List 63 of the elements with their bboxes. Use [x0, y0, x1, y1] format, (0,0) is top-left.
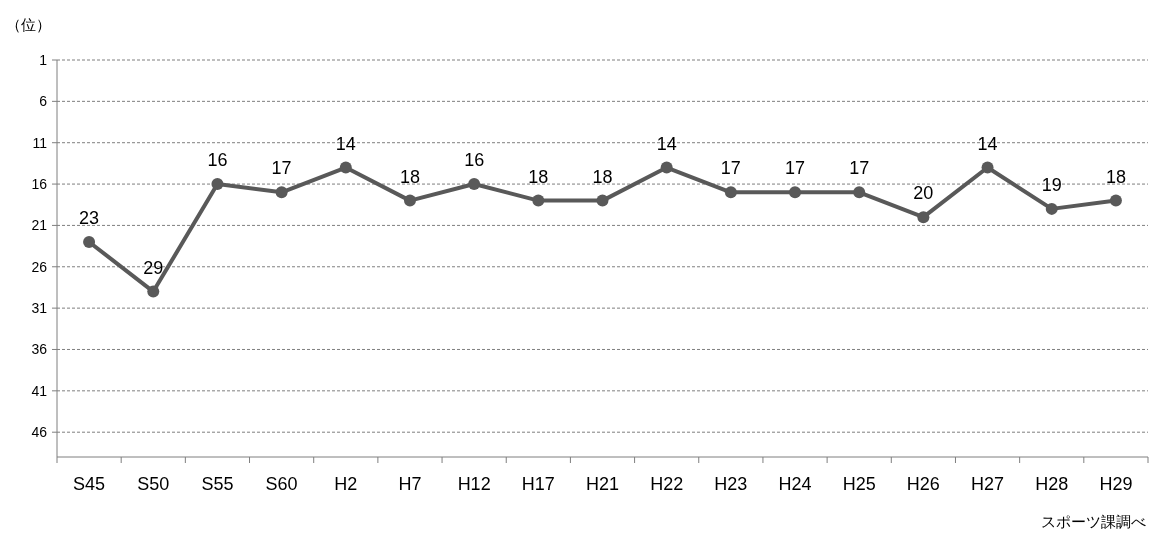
- point: [211, 178, 224, 191]
- point: [981, 161, 994, 174]
- point: [917, 211, 930, 224]
- point: [1045, 202, 1058, 215]
- data-label: 17: [271, 158, 292, 179]
- point: [1109, 194, 1122, 207]
- data-label: 18: [399, 166, 420, 187]
- x-tick-label: H22: [650, 474, 684, 494]
- data-label: 17: [720, 158, 741, 179]
- point: [660, 161, 673, 174]
- data-label: 20: [913, 183, 934, 204]
- x-tick-label: H28: [1035, 474, 1069, 494]
- y-tick-label: 16: [31, 176, 48, 193]
- x-tick-label: H7: [398, 474, 422, 494]
- data-label: 14: [335, 133, 356, 154]
- data-label: 17: [785, 158, 806, 179]
- data-label: 16: [464, 150, 485, 171]
- point: [532, 194, 545, 207]
- x-tick-label: H23: [714, 474, 748, 494]
- y-tick-label: 46: [31, 424, 48, 441]
- y-axis-title: （位）: [6, 16, 51, 33]
- point: [339, 161, 352, 174]
- point: [789, 186, 802, 199]
- point: [596, 194, 609, 207]
- x-tick-label: H17: [521, 474, 555, 494]
- data-label: 29: [143, 257, 164, 278]
- data-label: 17: [849, 158, 870, 179]
- x-tick-label: H25: [842, 474, 876, 494]
- x-tick-label: H29: [1099, 474, 1133, 494]
- point: [83, 235, 96, 248]
- x-tick-label: H21: [585, 474, 620, 494]
- data-label: 14: [656, 133, 677, 154]
- x-tick-label: H27: [971, 474, 1005, 494]
- x-tick-label: S50: [137, 474, 170, 494]
- data-label: 18: [1105, 166, 1126, 187]
- data-label: 23: [79, 207, 100, 228]
- y-tick-label: 26: [31, 258, 48, 275]
- x-tick-label: H26: [906, 474, 940, 494]
- data-label: 16: [207, 150, 228, 171]
- point: [275, 186, 288, 199]
- text: スポーツ課調べ: [1041, 513, 1146, 530]
- point: [403, 194, 416, 207]
- data-label: 19: [1041, 174, 1062, 195]
- x-tick-label: H12: [457, 474, 491, 494]
- data-label: 18: [592, 166, 613, 187]
- point: [724, 186, 737, 199]
- point: [853, 186, 866, 199]
- x-tick-label: H2: [334, 474, 358, 494]
- y-tick-label: 36: [31, 341, 48, 358]
- x-tick-label: S55: [201, 474, 234, 494]
- data-label: 18: [528, 166, 549, 187]
- y-tick-label: 21: [31, 217, 48, 234]
- point: [147, 285, 160, 298]
- y-tick-label: 31: [31, 300, 48, 317]
- x-tick-label: H24: [778, 474, 812, 494]
- point: [468, 178, 481, 191]
- y-tick-label: 1: [39, 52, 48, 68]
- y-tick-label: 41: [31, 382, 48, 399]
- data-label: 14: [977, 133, 998, 154]
- x-tick-label: S45: [73, 474, 106, 494]
- y-tick-label: 6: [39, 93, 48, 110]
- y-tick-label: 11: [32, 134, 48, 151]
- x-tick-label: S60: [265, 474, 298, 494]
